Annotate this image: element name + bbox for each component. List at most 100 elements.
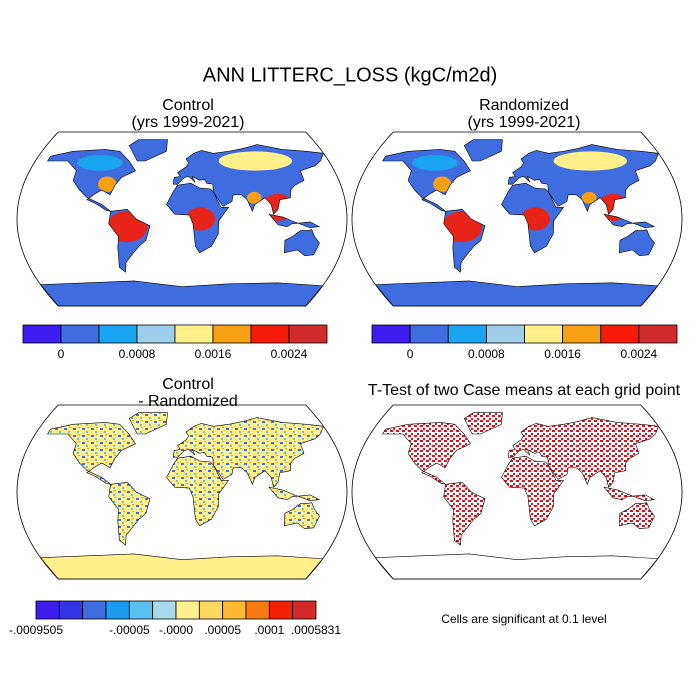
colorbar-swatch xyxy=(105,600,130,620)
colorbar-swatch xyxy=(485,324,525,344)
coastline xyxy=(443,481,486,546)
land xyxy=(269,487,320,501)
land xyxy=(173,417,324,488)
colorbar-swatch xyxy=(136,324,176,344)
colorbar-swatch xyxy=(212,324,252,344)
land xyxy=(604,487,655,501)
coastline xyxy=(166,455,230,527)
colorbar-label: -.0009505 xyxy=(9,623,63,637)
land xyxy=(464,412,503,434)
colorbar-label: 0.0024 xyxy=(271,347,308,361)
colorbar-label: -.0000 xyxy=(159,623,193,637)
land xyxy=(108,482,150,546)
field-patch xyxy=(411,155,458,171)
field-patch xyxy=(433,176,452,192)
colorbar-swatch xyxy=(638,324,678,344)
panel-title: Control xyxy=(162,97,214,114)
colorbar: -.0009505 -.00005 -.0000 .00005 .0001 .000583… xyxy=(9,600,341,637)
coastline xyxy=(283,229,320,257)
coastline xyxy=(172,144,324,215)
land xyxy=(464,139,503,161)
coastline xyxy=(603,486,656,502)
figure-title: ANN LITTERC_LOSS (kgC/m2d) xyxy=(203,64,498,86)
colorbar-swatch xyxy=(250,324,290,344)
panel-title: - Randomized xyxy=(138,393,238,410)
field-patch xyxy=(246,191,262,204)
coastline xyxy=(108,481,151,546)
colorbar-label: .0005831 xyxy=(291,623,341,637)
coastline xyxy=(128,139,168,162)
colorbar-swatch xyxy=(409,324,449,344)
colorbar-swatch xyxy=(174,324,214,344)
land xyxy=(382,422,471,485)
colorbar-swatch xyxy=(22,324,62,344)
colorbar-swatch xyxy=(152,600,177,620)
colorbar-label: .0001 xyxy=(254,623,284,637)
map-panel xyxy=(16,131,348,307)
map-panel xyxy=(16,404,348,580)
colorbar-swatch xyxy=(198,600,224,620)
field-patch xyxy=(98,176,117,192)
colorbar-swatch xyxy=(128,600,154,620)
colorbar: 0 0.0008 0.0016 0.0024 xyxy=(22,324,328,361)
colorbar: 0 0.0008 0.0016 0.0024 xyxy=(371,324,678,361)
colorbar-label: 0.0008 xyxy=(468,347,505,361)
colorbar-label: 0.0016 xyxy=(544,347,581,361)
colorbar-swatch xyxy=(245,600,270,620)
colorbar-swatch xyxy=(82,600,107,620)
coastline xyxy=(443,208,486,273)
coastline xyxy=(382,422,471,485)
panel-title: Randomized xyxy=(479,97,569,114)
colorbar-label: 0 xyxy=(58,347,65,361)
coastline xyxy=(283,502,320,530)
panel-title: (yrs 1999-2021) xyxy=(132,114,245,131)
colorbar-swatch xyxy=(222,600,247,620)
coastline xyxy=(618,502,655,530)
panel-title: (yrs 1999-2021) xyxy=(468,114,581,131)
coastline xyxy=(268,486,321,502)
colorbar-label: 0.0008 xyxy=(119,347,156,361)
colorbar-swatch xyxy=(447,324,487,344)
map-border xyxy=(351,404,683,580)
coastline xyxy=(463,412,503,435)
colorbar-swatch xyxy=(58,600,84,620)
coastline xyxy=(618,229,655,257)
colorbar-swatch xyxy=(60,324,100,344)
map-panel xyxy=(351,131,683,307)
land xyxy=(443,482,485,546)
colorbar-swatch xyxy=(562,324,602,344)
colorbar-label: -.00005 xyxy=(109,623,150,637)
coastline xyxy=(507,417,659,488)
colorbar-label: .00005 xyxy=(204,623,241,637)
land xyxy=(129,139,168,161)
map-border xyxy=(16,131,348,307)
colorbar-swatch xyxy=(175,600,200,620)
coastline xyxy=(47,149,136,212)
coastline xyxy=(501,182,565,254)
coastline xyxy=(166,182,230,254)
panel-title: Control xyxy=(162,376,214,393)
map-border xyxy=(16,404,348,580)
colorbar-swatch xyxy=(98,324,138,344)
colorbar-swatch xyxy=(371,324,411,344)
coastline xyxy=(382,149,471,212)
colorbar-label: 0.0016 xyxy=(195,347,232,361)
land xyxy=(129,412,168,434)
coastline xyxy=(463,139,503,162)
land xyxy=(508,417,659,488)
land xyxy=(47,422,136,485)
colorbar-label: 0 xyxy=(407,347,414,361)
land xyxy=(166,456,229,526)
colorbar-label: 0.0024 xyxy=(621,347,658,361)
coastline xyxy=(603,213,656,229)
field-patch xyxy=(218,151,292,171)
field-patch xyxy=(76,155,123,171)
coastline xyxy=(108,208,151,273)
colorbar-swatch xyxy=(35,600,60,620)
colorbar-swatch xyxy=(268,600,294,620)
coastline xyxy=(501,455,565,527)
map-border xyxy=(351,131,683,307)
colorbar-swatch xyxy=(292,600,317,620)
panel-title: T-Test of two Case means at each grid po… xyxy=(368,382,681,399)
